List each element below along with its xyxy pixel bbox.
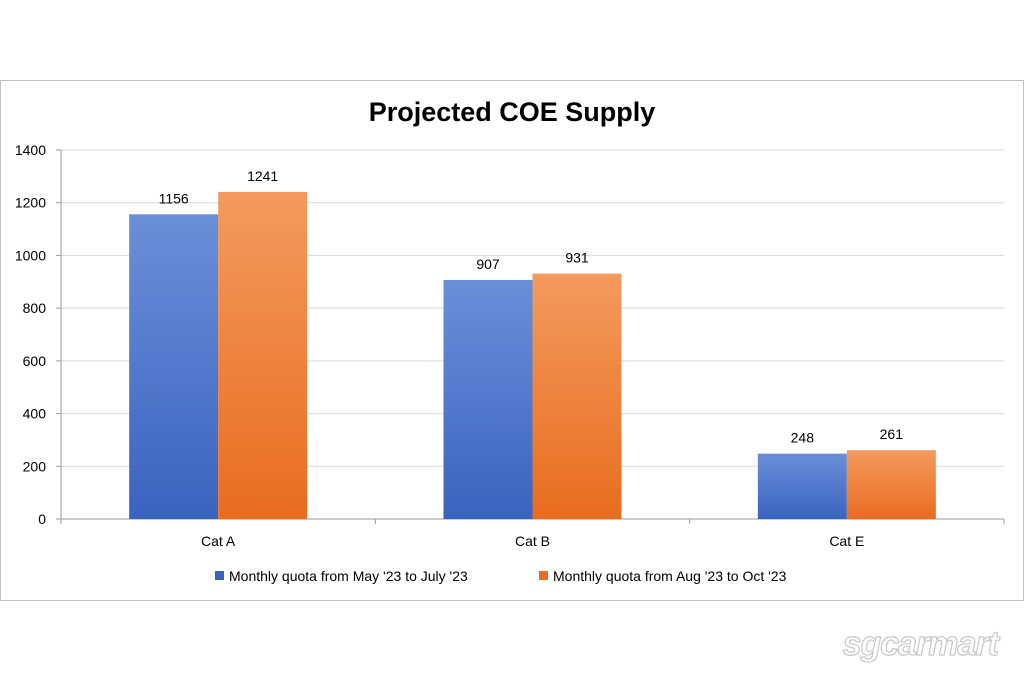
- legend-may-jul-label: Monthly quota from May '23 to July '23: [229, 568, 468, 584]
- bar-aug-oct-cat-a: [218, 191, 308, 520]
- y-tick-label: 800: [23, 300, 47, 316]
- y-tick-label: 1400: [15, 142, 46, 158]
- y-tick-label: 1000: [15, 247, 46, 263]
- x-tick-label: Cat B: [515, 533, 550, 549]
- bar-aug-oct-cat-b: [532, 273, 622, 519]
- legend-aug-oct-swatch: [539, 571, 548, 580]
- bars: [129, 191, 936, 520]
- data-label: 1241: [247, 168, 278, 184]
- y-tick-label: 1200: [15, 195, 46, 211]
- x-tick-label: Cat E: [829, 533, 864, 549]
- axes: 0 200 400 600 800 1000 1200 1400 Cat A Cat B Cat E: [15, 142, 1005, 549]
- y-tick-label: 400: [23, 406, 47, 422]
- bar-aug-oct-cat-e: [846, 450, 936, 519]
- y-tick-label: 200: [23, 458, 47, 474]
- legend-may-jul-swatch: [215, 571, 224, 580]
- y-tick-label: 600: [23, 353, 47, 369]
- data-labels: 1156 1241 907 931 248 261: [159, 168, 904, 446]
- data-label: 261: [880, 426, 904, 442]
- bar-may-jul-cat-a: [129, 214, 219, 519]
- legend: Monthly quota from May '23 to July '23 Mo…: [215, 568, 787, 584]
- data-label: 248: [791, 430, 815, 446]
- data-label: 1156: [159, 190, 189, 206]
- data-label: 931: [565, 250, 589, 266]
- data-label: 907: [476, 256, 500, 272]
- watermark-logo: sgcarmart: [843, 625, 1001, 663]
- chart-title: Projected COE Supply: [369, 97, 656, 127]
- bar-may-jul-cat-b: [443, 279, 533, 519]
- bar-may-jul-cat-e: [757, 453, 847, 519]
- legend-aug-oct-label: Monthly quota from Aug '23 to Oct '23: [553, 568, 787, 584]
- x-tick-label: Cat A: [201, 533, 236, 549]
- y-tick-label: 0: [38, 511, 46, 527]
